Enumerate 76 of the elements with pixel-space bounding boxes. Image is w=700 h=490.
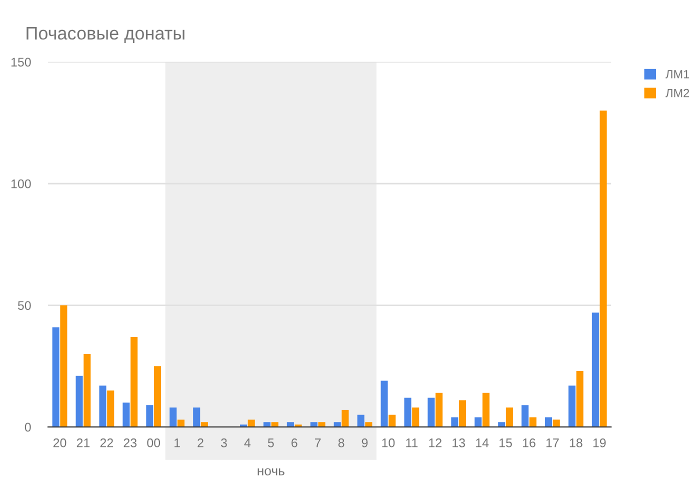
x-tick-label: 6 [292,438,298,448]
x-tick-label: 23 [124,438,137,448]
bar [130,336,138,427]
y-tick-label: 100 [11,179,31,188]
bar [592,312,599,427]
bar [412,408,420,427]
x-tick-label: 15 [500,438,512,448]
x-tick-label: 17 [546,438,559,448]
bar [154,366,162,427]
bar [380,380,388,427]
x-tick-label: 16 [522,438,536,448]
bar [318,422,326,427]
bar [122,402,130,427]
bar [522,405,529,427]
y-tick-label: 150 [11,58,31,67]
x-tick-label: 10 [382,438,395,448]
bar [263,422,270,427]
x-tick-label: 2 [198,438,204,448]
bar [568,386,576,427]
bar [576,371,584,427]
x-tick-label: 18 [570,438,582,448]
x-tick-label: 19 [593,438,606,448]
x-tick-label: 14 [476,438,489,448]
bar [365,422,372,427]
bar [436,392,443,427]
bar [286,422,294,427]
bar [404,398,412,427]
x-tick-label: 8 [338,438,344,448]
bar [342,410,349,427]
bar [482,392,490,427]
bar [52,327,60,427]
bar [146,405,154,427]
bar [544,417,552,427]
bar [552,420,560,427]
x-tick-label: 4 [244,438,251,448]
bar [498,422,506,427]
bar [506,408,513,427]
bar [177,420,185,427]
bar [193,408,200,427]
x-tick-label: 13 [452,438,465,448]
x-tick-label: 22 [100,438,113,448]
bar [170,408,177,427]
bar [600,110,607,427]
bar [84,354,91,427]
bar [248,420,255,427]
x-tick-label: 21 [76,438,90,448]
x-tick-label: 20 [53,438,66,448]
legend-label: ЛМ1 [666,70,690,78]
x-tick-label: 3 [220,438,227,448]
bar [388,414,396,427]
legend-label: ЛМ2 [666,88,690,98]
bar [334,422,341,427]
x-tick-label: 5 [268,438,274,448]
y-tick-label: 50 [18,301,31,310]
band-label: ночь [258,468,284,476]
x-tick-label: 1 [174,438,180,448]
x-tick-label: 9 [362,438,368,448]
bar [529,417,536,427]
bar [459,400,466,427]
x-tick-label: 00 [147,438,160,448]
bar [428,398,435,427]
bar [60,305,68,427]
bar [310,422,318,427]
bar [76,376,83,427]
x-tick-label: 7 [314,438,321,448]
bar [474,417,482,427]
bar [451,417,458,427]
y-tick-label: 0 [24,422,31,432]
bar [357,414,364,427]
bar [271,422,278,427]
bar [99,386,106,427]
x-tick-label: 11 [406,438,418,448]
x-tick-label: 12 [429,438,442,448]
bar [107,390,114,427]
bar [200,422,208,427]
chart-title: Почасовые донаты [26,27,184,44]
